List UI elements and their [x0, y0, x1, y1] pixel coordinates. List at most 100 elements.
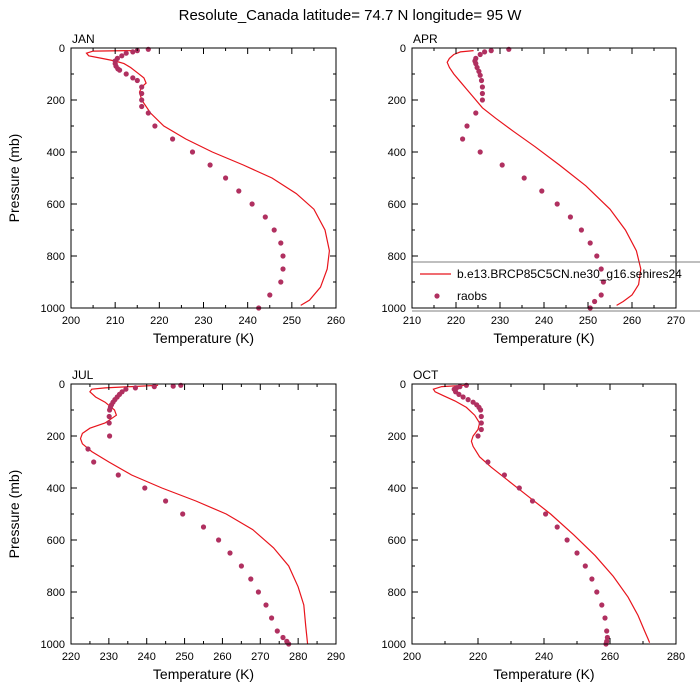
raobs-point: [115, 472, 121, 478]
x-tick-label: 240: [535, 315, 553, 327]
raobs-point: [464, 123, 470, 129]
model-series-line: [79, 384, 309, 644]
x-tick-label: 270: [667, 315, 685, 327]
raobs-point: [478, 420, 484, 426]
y-tick-label: 1000: [41, 639, 65, 651]
legend-model-label: b.e13.BRCP85C5CN.ne30_g16.sehires24: [457, 267, 682, 281]
x-tick-label: 230: [491, 315, 509, 327]
x-tick-label: 260: [213, 651, 231, 663]
raobs-point: [567, 214, 574, 220]
raobs-point: [267, 292, 273, 298]
raobs-point: [151, 384, 157, 390]
raobs-point: [280, 253, 286, 259]
raobs-point: [145, 110, 151, 116]
raobs-point: [456, 391, 462, 397]
y-tick-label: 400: [47, 483, 65, 495]
raobs-point: [587, 240, 593, 246]
raobs-point: [106, 420, 112, 426]
x-tick-label: 200: [62, 315, 80, 327]
raobs-point: [543, 511, 549, 517]
raobs-point: [91, 459, 97, 465]
raobs-point: [139, 103, 145, 110]
raobs-point: [278, 240, 284, 246]
raobs-point: [139, 97, 145, 103]
raobs-point: [238, 563, 244, 569]
raobs-point: [506, 46, 512, 52]
raobs-point: [130, 75, 136, 81]
raobs-point: [578, 227, 585, 233]
raobs-point: [139, 90, 145, 97]
raobs-point: [236, 188, 242, 194]
raobs-point: [564, 537, 570, 543]
y-tick-label: 800: [388, 587, 406, 599]
x-axis-label: Temperature (K): [153, 330, 254, 346]
raobs-point: [478, 77, 485, 84]
x-tick-label: 220: [62, 651, 80, 663]
raobs-point: [145, 46, 151, 52]
panel-title: OCT: [413, 368, 439, 382]
raobs-point: [117, 67, 123, 73]
y-tick-label: 400: [388, 483, 406, 495]
raobs-point: [474, 64, 480, 71]
raobs-point: [119, 53, 125, 59]
x-axis-label: Temperature (K): [153, 666, 254, 682]
raobs-point: [248, 576, 254, 582]
raobs-point: [180, 511, 186, 517]
raobs-point: [529, 498, 536, 504]
raobs-point: [479, 97, 485, 103]
y-tick-label: 400: [388, 147, 406, 159]
y-tick-label: 200: [47, 95, 65, 107]
x-tick-label: 280: [667, 651, 685, 663]
raobs-point: [485, 459, 491, 465]
y-tick-label: 0: [59, 379, 65, 391]
panels: 200 210 220 230 240 250 260 0 200 400 600 800 1000 JA…: [6, 32, 685, 682]
raobs-point: [170, 136, 176, 142]
panel-title: JAN: [72, 32, 95, 46]
y-axis-label: Pressure (mb): [6, 134, 22, 223]
y-tick-label: 0: [59, 43, 65, 55]
raobs-point: [479, 84, 485, 90]
raobs-point: [477, 51, 483, 58]
x-tick-label: 260: [601, 651, 619, 663]
y-axis-label: Pressure (mb): [6, 470, 22, 559]
raobs-point: [554, 201, 560, 207]
raobs-point: [152, 123, 158, 129]
raobs-point: [598, 266, 604, 272]
raobs-point: [130, 49, 136, 55]
raobs-point: [460, 136, 466, 142]
y-tick-label: 200: [388, 95, 406, 107]
y-tick-label: 0: [400, 379, 406, 391]
x-tick-label: 240: [535, 651, 553, 663]
x-tick-label: 220: [447, 315, 465, 327]
raobs-point: [554, 524, 560, 530]
raobs-point: [594, 253, 600, 259]
raobs-point: [539, 188, 545, 194]
y-tick-label: 400: [47, 147, 65, 159]
raobs-point: [274, 628, 280, 634]
raobs-point: [604, 634, 611, 641]
y-tick-label: 1000: [382, 303, 406, 315]
x-axis-label: Temperature (K): [493, 666, 594, 682]
x-tick-label: 280: [289, 651, 307, 663]
y-tick-label: 600: [388, 535, 406, 547]
raobs-point: [280, 634, 286, 641]
raobs-point: [594, 589, 600, 595]
raobs-point: [488, 48, 494, 54]
panel-jan: 200 210 220 230 240 250 260 0 200 400 600 800 1000 JA…: [6, 32, 345, 346]
y-tick-label: 0: [400, 43, 406, 55]
raobs-point: [465, 397, 471, 403]
raobs-point: [142, 485, 148, 491]
raobs-point: [478, 413, 484, 420]
raobs-point: [85, 446, 91, 452]
y-tick-label: 600: [47, 199, 65, 211]
x-tick-label: 200: [403, 651, 421, 663]
raobs-point: [478, 426, 484, 433]
raobs-point: [463, 382, 469, 388]
raobs-point: [123, 71, 129, 77]
y-tick-label: 800: [388, 251, 406, 263]
raobs-point: [470, 399, 476, 405]
raobs-point: [501, 472, 507, 478]
y-tick-label: 600: [388, 199, 406, 211]
